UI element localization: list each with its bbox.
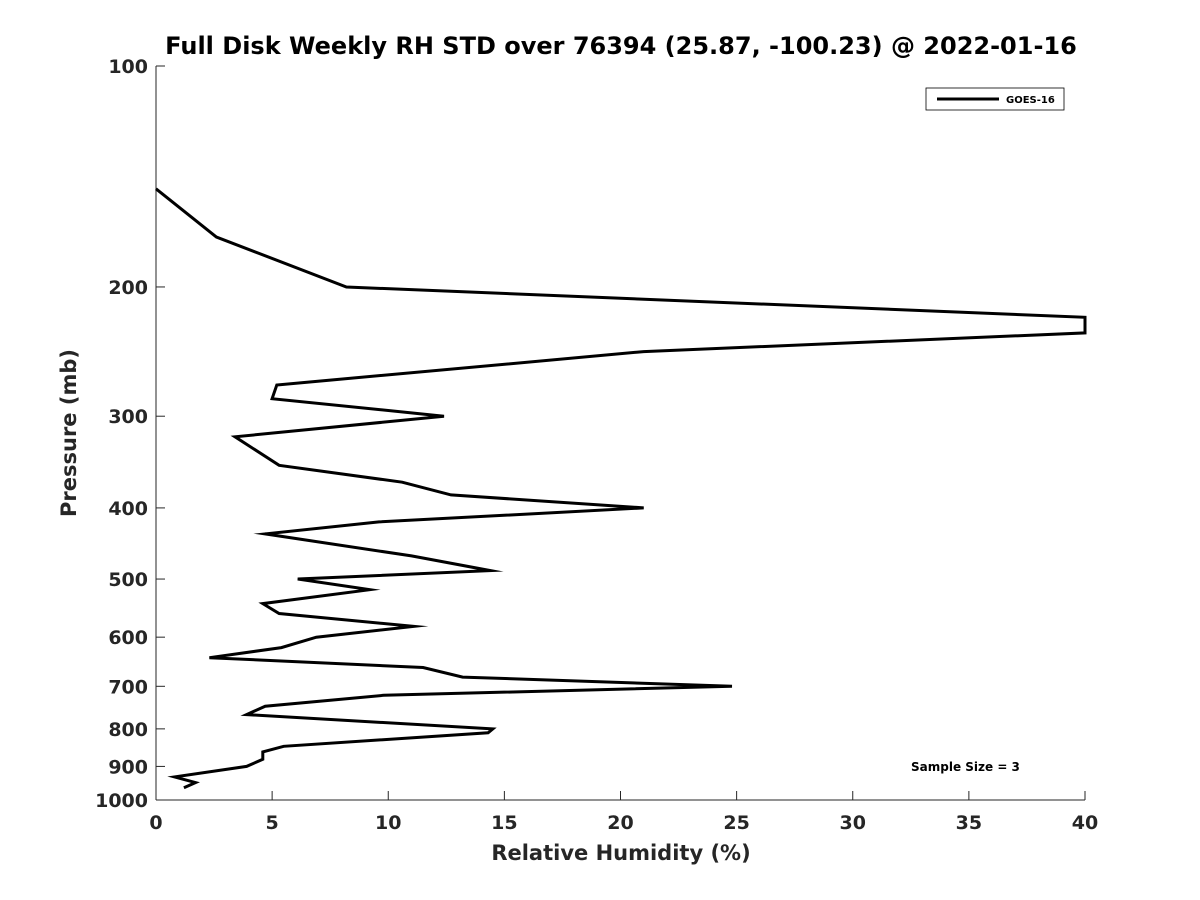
y-tick-label: 200 [108, 277, 148, 299]
chart-title: Full Disk Weekly RH STD over 76394 (25.8… [165, 32, 1077, 60]
legend-label-goes-16: GOES-16 [1006, 95, 1055, 106]
y-tick-label: 400 [108, 498, 148, 520]
x-tick-label: 20 [607, 812, 633, 834]
x-tick-label: 40 [1072, 812, 1098, 834]
y-tick-label: 900 [108, 756, 148, 778]
y-tick-label: 300 [108, 406, 148, 428]
y-ticks: 100 200 300 400 500 600 700 800 900 1000 [95, 56, 165, 812]
x-ticks: 0 5 10 15 20 25 30 35 40 [149, 791, 1098, 834]
sample-size-annotation: Sample Size = 3 [911, 760, 1020, 774]
y-tick-label: 800 [108, 719, 148, 741]
x-tick-label: 0 [149, 812, 162, 834]
x-tick-label: 10 [375, 812, 401, 834]
y-tick-label: 700 [108, 676, 148, 698]
y-tick-label: 600 [108, 627, 148, 649]
y-tick-label: 100 [108, 56, 148, 78]
y-tick-label: 500 [108, 569, 148, 591]
legend: GOES-16 [925, 87, 1065, 111]
x-tick-label: 30 [840, 812, 866, 834]
series-layer [155, 187, 1087, 790]
y-tick-label: 1000 [95, 790, 148, 812]
x-tick-label: 35 [956, 812, 982, 834]
x-tick-label: 15 [491, 812, 517, 834]
x-tick-label: 25 [723, 812, 749, 834]
series-line-goes-16 [155, 187, 1087, 790]
x-tick-label: 5 [266, 812, 279, 834]
x-axis-label: Relative Humidity (%) [491, 841, 750, 865]
y-axis-label: Pressure (mb) [57, 349, 81, 517]
